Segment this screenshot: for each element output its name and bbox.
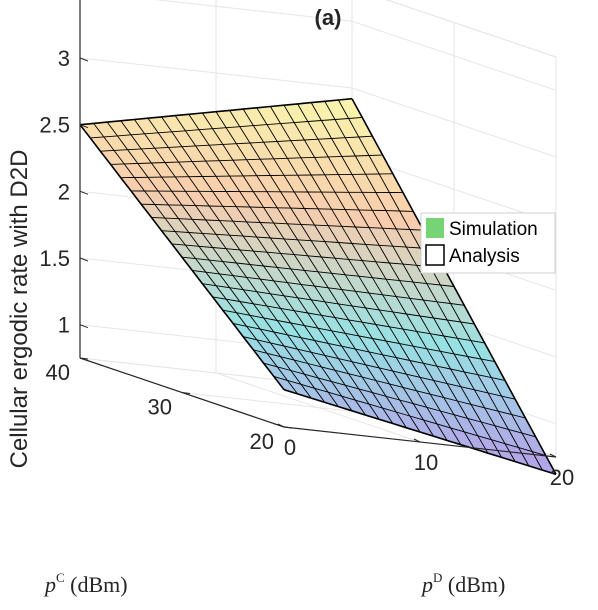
mesh-line-pc-6 [222,309,495,363]
mesh-line-pc-17 [110,154,383,165]
y-tick-label-0: 20 [250,429,274,454]
x-tick-label-0: 0 [284,435,296,460]
z-tick-label-5: 3.5 [39,0,70,4]
z-axis-label: Cellular ergodic rate with D2D [6,150,33,469]
z-tick-mark-0 [79,324,89,329]
x-axis-label-superscript: D [433,570,442,585]
z-tick-label-4: 3 [58,46,70,71]
mesh-line-pc-7 [212,296,485,344]
mesh-line-pc-9 [192,269,465,306]
mesh-line-pc-19 [90,116,363,139]
z-tick-label-0: 1 [58,313,70,338]
z-tick-label-3: 2.5 [39,113,70,138]
y-axis-label: pC (dBm) [43,570,128,597]
y-axis-label-superscript: C [56,570,65,585]
y-tick-label-2: 40 [46,360,70,385]
mesh-line-pc-5 [232,322,506,381]
y-tick-mark-0 [283,426,293,429]
y-tick-mark-1 [181,392,191,394]
mesh-line-pc-1 [273,375,546,457]
mesh-line-pc-16 [120,173,393,179]
x-axis-label: pD (dBm) [420,570,505,597]
x-tick-mark-1 [413,438,421,443]
mesh-line-pc-15 [130,190,404,194]
chart-title: (a) [315,5,342,30]
legend-swatch-1 [425,244,445,266]
z-tick-mark-3 [79,124,89,129]
mesh-line-pc-2 [263,362,536,438]
x-tick-mark-0 [277,423,285,428]
mesh-line-pc-8 [202,283,475,325]
legend-label-0: Simulation [449,219,538,240]
y-tick-mark-2 [79,357,89,360]
mesh-line-pc-0 [283,388,557,476]
x-tick-mark-2 [549,453,557,458]
mesh-line-pc-14 [141,203,414,212]
z-tick-label-2: 2 [58,179,70,204]
x-tick-label-2: 20 [550,465,574,490]
z-tick-mark-4 [79,57,89,62]
y-axis-label-unit: (dBm) [65,572,128,597]
mesh-line-pc-13 [151,216,424,231]
z-tick-mark-1 [79,257,89,262]
z-tick-mark-2 [79,190,89,195]
legend-label-1: Analysis [449,246,520,267]
x-tick-label-1: 10 [414,450,438,475]
mesh-line-pc-11 [171,243,444,269]
x-axis-label-unit: (dBm) [442,572,505,597]
x-axis-label-base: p [420,572,433,597]
legend-swatch-0 [426,218,444,238]
mesh-line-pc-4 [243,336,516,400]
mesh-line-pc-10 [181,256,455,287]
y-tick-label-1: 30 [148,395,172,420]
mesh-line-pc-20 [79,97,353,126]
mesh-line-pc-12 [161,230,434,250]
mesh-line-pc-3 [253,349,526,419]
z-tick-label-1: 1.5 [39,246,70,271]
mesh-line-pc-18 [100,135,373,152]
legend: Simulation Analysis [420,212,556,274]
y-axis-label-base: p [43,572,56,597]
